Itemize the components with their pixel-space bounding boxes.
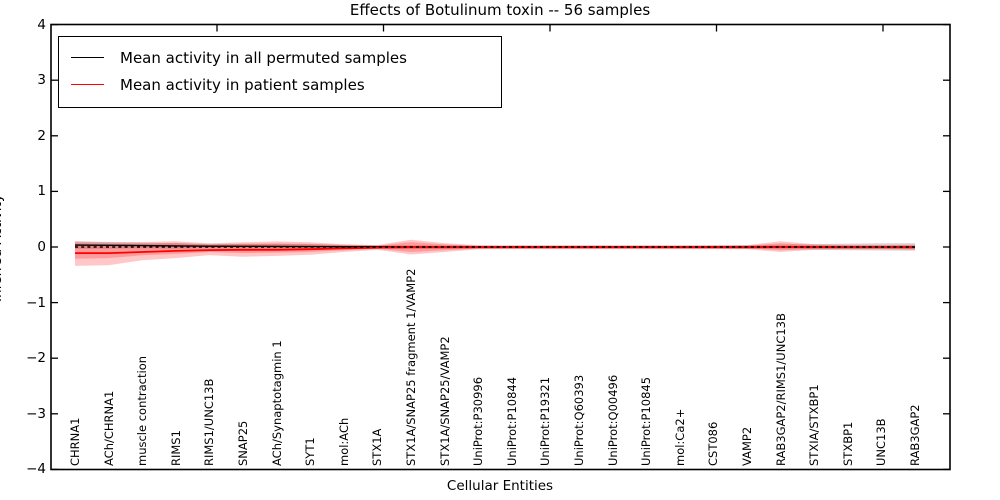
y-tick-label: −3 bbox=[26, 405, 46, 422]
y-tick-label: 2 bbox=[37, 127, 46, 144]
x-tick-label: UniProt:Q60393 bbox=[572, 374, 586, 466]
x-tick-label: RIMS1/UNC13B bbox=[202, 378, 217, 466]
x-tick-label: CST086 bbox=[706, 421, 721, 466]
y-tick-label: −4 bbox=[26, 461, 46, 478]
x-tick-label: UniProt:P10844 bbox=[504, 376, 519, 466]
x-tick-label: STX1A bbox=[370, 428, 385, 466]
legend-label-permuted: Mean activity in all permuted samples bbox=[120, 48, 407, 67]
x-tick-label: UniProt:P30996 bbox=[471, 376, 486, 466]
y-tick-label: 0 bbox=[37, 239, 46, 255]
permuted-line-swatch bbox=[71, 57, 104, 58]
x-tick-label: STXIA/STXBP1 bbox=[807, 384, 822, 466]
x-axis-label: Cellular Entities bbox=[446, 478, 554, 494]
legend-entry-permuted: Mean activity in all permuted samples bbox=[71, 44, 493, 71]
y-tick-label: 3 bbox=[37, 72, 46, 89]
x-tick-label: RIMS1 bbox=[168, 430, 183, 466]
x-tick-label: UniProt:P19321 bbox=[538, 376, 553, 466]
x-tick-label: VAMP2 bbox=[740, 426, 754, 466]
legend-label-patient: Mean activity in patient samples bbox=[120, 75, 365, 94]
x-tick-label: SNAP25 bbox=[236, 420, 250, 466]
x-tick-label: RAB3GAP2 bbox=[908, 404, 922, 466]
y-tick-label: −1 bbox=[26, 294, 46, 311]
patient-line-swatch bbox=[71, 84, 104, 85]
y-tick-label: 4 bbox=[37, 16, 46, 33]
x-tick-label: RAB3GAP2/RIMS1/UNC13B bbox=[773, 313, 788, 466]
legend-entry-patient: Mean activity in patient samples bbox=[71, 71, 493, 98]
chart-title: Effects of Botulinum toxin -- 56 samples bbox=[349, 1, 651, 19]
x-tick-label: STX1A/SNAP25 fragment 1/VAMP2 bbox=[404, 268, 418, 466]
x-tick-label: STX1A/SNAP25/VAMP2 bbox=[437, 336, 452, 466]
x-tick-label: mol:ACh bbox=[336, 417, 351, 466]
x-tick-label: UNC13B bbox=[874, 418, 889, 466]
x-tick-label: ACh/Synaptotagmin 1 bbox=[269, 340, 284, 466]
x-tick-label: STXBP1 bbox=[840, 421, 855, 466]
y-tick-label: 1 bbox=[37, 183, 46, 200]
x-tick-label: UniProt:Q00496 bbox=[605, 374, 620, 466]
legend: Mean activity in all permuted samples Me… bbox=[58, 36, 502, 108]
x-tick-label: SYT1 bbox=[303, 437, 318, 466]
x-tick-label: mol:Ca2+ bbox=[672, 408, 687, 466]
x-tick-label: UniProt:P10845 bbox=[639, 376, 654, 466]
x-tick-label: CHRNA1 bbox=[68, 417, 82, 466]
x-tick-label: muscle contraction bbox=[135, 355, 150, 466]
y-tick-label: −2 bbox=[26, 350, 46, 367]
x-tick-label: ACh/CHRNA1 bbox=[101, 390, 116, 466]
